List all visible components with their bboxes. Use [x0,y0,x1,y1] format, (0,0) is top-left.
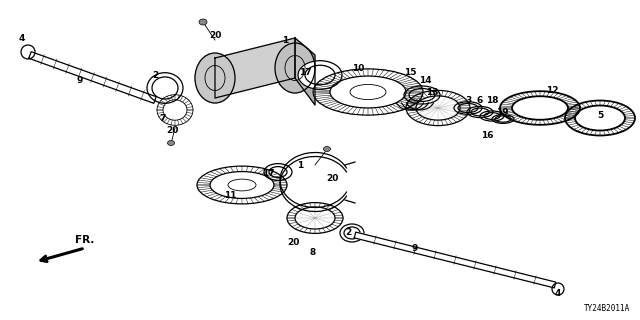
Ellipse shape [275,43,315,93]
Ellipse shape [492,115,514,124]
Text: 7: 7 [160,114,166,123]
Ellipse shape [454,102,482,114]
Polygon shape [215,38,295,98]
Ellipse shape [157,95,193,125]
Text: 8: 8 [310,247,316,257]
Ellipse shape [340,224,364,242]
Polygon shape [29,52,156,103]
Text: 20: 20 [166,125,178,134]
Text: 3: 3 [465,95,471,105]
Text: 6: 6 [477,95,483,105]
Ellipse shape [582,109,618,127]
Text: 17: 17 [299,68,311,76]
Text: 17: 17 [262,169,275,178]
Text: 5: 5 [597,110,603,119]
Text: 4: 4 [19,34,25,43]
Text: 14: 14 [419,76,431,84]
Ellipse shape [500,91,580,125]
Text: TY24B2011A: TY24B2011A [584,304,630,313]
Ellipse shape [480,111,504,121]
Ellipse shape [287,203,343,233]
Ellipse shape [168,140,175,146]
Text: 10: 10 [352,63,364,73]
Text: 11: 11 [224,190,236,199]
Text: 1: 1 [297,161,303,170]
Text: 20: 20 [209,30,221,39]
Ellipse shape [197,166,287,204]
Ellipse shape [404,86,440,104]
Text: 2: 2 [345,228,351,236]
Text: 16: 16 [481,131,493,140]
Text: 9: 9 [412,244,418,252]
Text: 9: 9 [77,76,83,84]
Ellipse shape [520,100,560,116]
Text: 13: 13 [426,87,438,97]
Ellipse shape [199,19,207,25]
Text: 12: 12 [546,85,558,94]
Ellipse shape [323,147,330,151]
Polygon shape [355,232,556,288]
Text: 18: 18 [486,95,499,105]
Text: 20: 20 [326,173,338,182]
Ellipse shape [406,91,470,126]
Text: 20: 20 [287,237,299,246]
Ellipse shape [313,69,423,115]
Ellipse shape [467,107,493,117]
Ellipse shape [264,164,292,180]
Text: 19: 19 [496,108,508,116]
Ellipse shape [343,82,393,102]
Ellipse shape [222,177,262,193]
Ellipse shape [565,100,635,135]
Ellipse shape [298,61,342,89]
Ellipse shape [147,73,183,103]
Polygon shape [295,38,315,105]
Text: 2: 2 [152,70,158,79]
Text: 15: 15 [404,68,416,76]
Text: 4: 4 [555,289,561,298]
Ellipse shape [195,53,235,103]
Text: 1: 1 [282,36,288,44]
Text: FR.: FR. [75,235,94,245]
